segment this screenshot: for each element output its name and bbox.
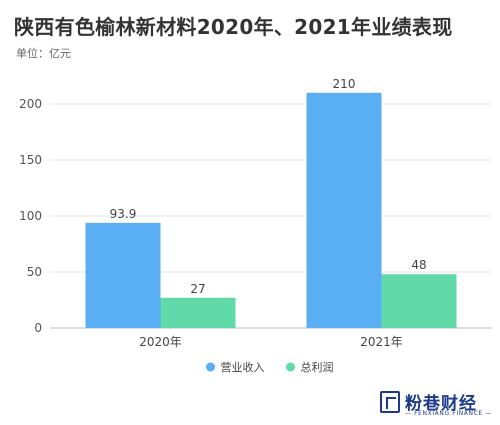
brand-logo-icon [380, 391, 400, 413]
bar [85, 222, 161, 328]
brand-name: 粉巷财经 [405, 394, 477, 414]
bar [160, 297, 236, 328]
y-tick-label: 50 [27, 265, 42, 279]
y-tick-label: 0 [34, 321, 42, 335]
chart-title: 陕西有色榆林新材料2020年、2021年业绩表现 [14, 15, 453, 39]
legend-label: 营业收入 [221, 360, 265, 374]
bar [381, 274, 457, 328]
legend-label: 总利润 [301, 360, 334, 374]
data-label: 93.9 [110, 207, 137, 221]
x-tick-label: 2021年 [360, 335, 403, 349]
brand-tagline: — FENXIANG FINANCE — [405, 410, 492, 417]
data-label: 48 [411, 258, 426, 272]
bar [306, 92, 382, 328]
x-tick-label: 2020年 [139, 335, 182, 349]
data-label: 27 [190, 282, 205, 296]
data-label: 210 [333, 77, 356, 91]
y-tick-label: 100 [19, 209, 42, 223]
unit-label: 单位：亿元 [16, 47, 71, 60]
y-tick-label: 200 [19, 97, 42, 111]
brand-watermark: 粉巷财经 — FENXIANG FINANCE — [380, 389, 492, 419]
legend-marker [286, 362, 295, 372]
y-tick-label: 150 [19, 153, 42, 167]
legend-marker [206, 362, 215, 372]
